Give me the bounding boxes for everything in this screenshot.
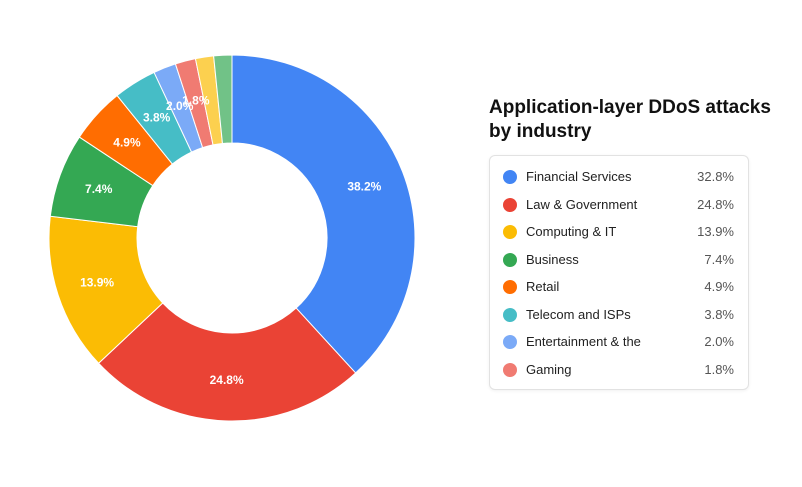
donut-slice	[213, 54, 233, 145]
legend-label: Entertainment & the	[526, 334, 641, 349]
legend-label: Computing & IT	[526, 224, 617, 239]
legend-swatch	[503, 197, 517, 212]
legend-value: 2.0%	[704, 334, 734, 349]
legend-value: 13.9%	[697, 224, 734, 239]
legend-swatch	[503, 335, 517, 349]
donut-slice	[97, 302, 357, 422]
donut-slices	[48, 54, 416, 422]
slice-value-label: 4.9%	[113, 135, 141, 149]
legend-item: Business 7.4%	[490, 250, 748, 270]
legend-label: Gaming	[526, 361, 572, 377]
legend-label: Financial Services	[526, 169, 632, 184]
legend-item: Law & Government 24.8%	[490, 195, 748, 215]
slice-value-label: 7.4%	[85, 182, 113, 196]
legend: Financial Services 32.8% Law & Government 2…	[489, 155, 749, 390]
legend-item: Entertainment & the 2.0%	[490, 332, 748, 352]
legend-label: Retail	[526, 279, 560, 294]
legend-label: Law & Government	[526, 196, 638, 212]
legend-item: Financial Services 32.8%	[490, 167, 748, 187]
legend-swatch	[503, 170, 517, 184]
legend-item: Computing & IT 13.9%	[490, 222, 748, 242]
legend-value: 32.8%	[697, 169, 734, 184]
legend-item: Retail 4.9%	[490, 277, 748, 297]
slice-value-label: 2.0%	[166, 99, 194, 113]
chart-title: Application-layer DDoS attacks by indust…	[489, 97, 771, 142]
legend-swatch	[503, 225, 517, 239]
donut-slice	[231, 54, 416, 374]
legend-swatch	[503, 252, 517, 267]
slice-value-label: 3.8%	[143, 111, 171, 125]
legend-value: 24.8%	[697, 196, 734, 212]
slice-value-label: 24.8%	[210, 373, 244, 387]
slice-value-label: 13.9%	[80, 275, 114, 289]
legend-value: 1.8%	[704, 361, 734, 377]
legend-value: 3.8%	[704, 306, 734, 322]
slice-value-label: 1.8%	[182, 94, 210, 108]
legend-item: Telecom and ISPs 3.8%	[490, 305, 748, 325]
slice-labels: 38.2% 24.8% 13.9% 7.4% 4.9%3.8%2.0%1.8%	[80, 94, 382, 387]
legend-value: 7.4%	[704, 251, 734, 267]
legend-swatch	[503, 280, 517, 294]
legend-swatch	[503, 362, 517, 377]
legend-swatch	[503, 307, 517, 322]
legend-item: Gaming 1.8%	[490, 360, 748, 380]
legend-label: Telecom and ISPs	[526, 306, 631, 322]
legend-label: Business	[526, 251, 579, 267]
slice-value-label: 38.2%	[347, 180, 381, 194]
legend-value: 4.9%	[704, 279, 734, 294]
